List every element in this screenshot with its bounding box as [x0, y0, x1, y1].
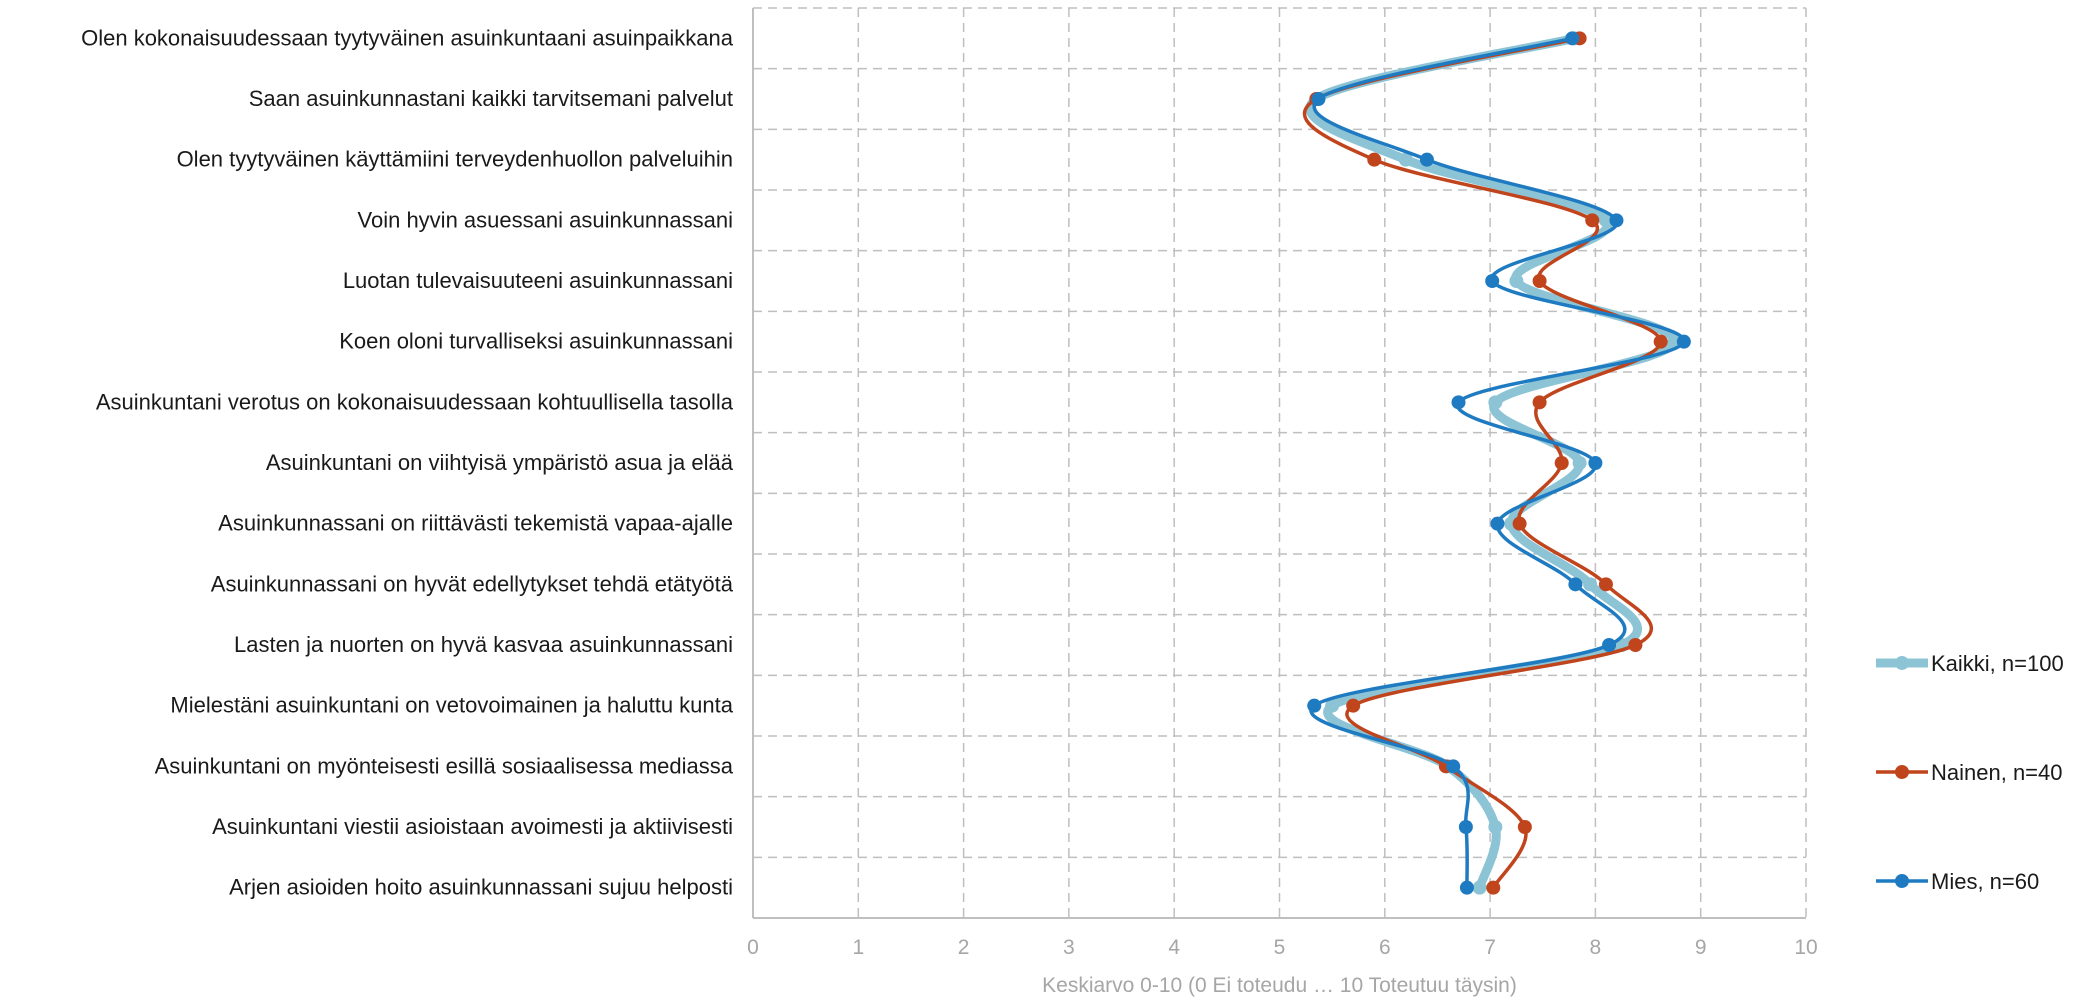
category-label: Asuinkunnassani on riittävästi tekemistä…: [218, 511, 733, 536]
legend: Kaikki, n=100 Nainen, n=40 Mies, n=60: [1876, 651, 2064, 894]
x-tick-labels: 0 1 2 3 4 5 6 7 8 9 10: [747, 936, 1818, 959]
data-point: [1676, 334, 1691, 349]
data-point: [1398, 152, 1413, 167]
data-point: [1565, 31, 1580, 46]
series-line: [1302, 36, 1663, 890]
category-label: Koen oloni turvalliseksi asuinkunnassani: [339, 329, 733, 354]
data-point: [1628, 638, 1643, 652]
data-point: [1598, 577, 1613, 592]
data-point: [1451, 395, 1466, 410]
data-point: [1532, 395, 1547, 410]
data-point: [1490, 516, 1505, 531]
category-label: Asuinkuntani verotus on kokonaisuudessaa…: [96, 389, 734, 414]
data-point: [1485, 274, 1500, 288]
series-layer: [1302, 31, 1691, 895]
data-point: [1602, 638, 1617, 652]
data-point: [1311, 92, 1326, 106]
series-line: [1305, 33, 1679, 893]
legend-swatch-marker: [1895, 765, 1909, 779]
category-label: Asuinkunnassani on hyvät edellytykset te…: [211, 571, 734, 596]
legend-item: Kaikki, n=100: [1876, 651, 2064, 676]
x-tick-label: 10: [1794, 936, 1817, 959]
legend-item: Nainen, n=40: [1876, 760, 2063, 785]
data-point: [1517, 820, 1532, 834]
category-labels: Olen kokonaisuudessaan tyytyväinen asuin…: [81, 25, 734, 899]
data-point: [1588, 456, 1603, 470]
data-point: [1325, 698, 1340, 713]
x-tick-label: 3: [1063, 936, 1075, 959]
category-label: Olen kokonaisuudessaan tyytyväinen asuin…: [81, 25, 734, 50]
x-tick-label: 4: [1168, 936, 1180, 959]
data-point: [1307, 698, 1322, 713]
legend-label: Kaikki, n=100: [1931, 651, 2064, 676]
series-2: [1302, 31, 1668, 895]
data-point: [1446, 759, 1461, 774]
data-point: [1472, 880, 1487, 895]
series-1: [1305, 31, 1682, 895]
data-point: [1367, 152, 1382, 167]
category-label: Voin hyvin asuessani asuinkunnassani: [358, 207, 733, 232]
data-point: [1583, 577, 1598, 592]
series-3: [1307, 31, 1691, 895]
data-point: [1568, 577, 1583, 592]
legend-label: Mies, n=60: [1931, 869, 2039, 894]
category-label: Saan asuinkunnastani kaikki tarvitsemani…: [249, 86, 733, 111]
data-point: [1459, 880, 1474, 895]
category-label: Asuinkuntani on viihtyisä ympäristö asua…: [266, 450, 734, 475]
data-point: [1609, 213, 1624, 228]
x-tick-label: 9: [1695, 936, 1707, 959]
data-point: [1512, 516, 1527, 531]
x-tick-label: 5: [1274, 936, 1286, 959]
data-point: [1488, 395, 1503, 410]
category-label: Mielestäni asuinkuntani on vetovoimainen…: [170, 693, 733, 718]
category-label: Asuinkuntani on myönteisesti esillä sosi…: [155, 753, 734, 778]
x-tick-label: 8: [1590, 936, 1602, 959]
grid: [752, 7, 1807, 919]
data-point: [1488, 820, 1503, 834]
data-point: [1598, 213, 1613, 228]
category-label: Lasten ja nuorten on hyvä kasvaa asuinku…: [234, 632, 733, 657]
legend-swatch-marker: [1895, 874, 1909, 888]
category-label: Arjen asioiden hoito asuinkunnassani suj…: [229, 875, 733, 900]
legend-label: Nainen, n=40: [1931, 760, 2063, 785]
legend-swatch-marker: [1895, 656, 1909, 670]
data-point: [1554, 456, 1569, 470]
data-point: [1572, 456, 1587, 470]
series-line: [1309, 36, 1686, 890]
legend-item: Mies, n=60: [1876, 869, 2039, 894]
data-point: [1419, 152, 1434, 167]
category-label: Olen tyytyväinen käyttämiini terveydenhu…: [177, 147, 733, 172]
x-tick-label: 7: [1484, 936, 1496, 959]
data-point: [1458, 820, 1473, 834]
x-tick-label: 6: [1379, 936, 1391, 959]
data-point: [1509, 274, 1524, 288]
data-point: [1585, 213, 1600, 228]
x-tick-label: 2: [958, 936, 970, 959]
data-point: [1346, 698, 1361, 713]
data-point: [1532, 274, 1547, 288]
x-axis-title: Keskiarvo 0-10 (0 Ei toteudu … 10 Toteut…: [1042, 974, 1517, 997]
x-tick-label: 1: [852, 936, 864, 959]
category-label: Luotan tulevaisuuteeni asuinkunnassani: [343, 268, 733, 293]
x-tick-label: 0: [747, 936, 759, 959]
category-label: Asuinkuntani viestii asioistaan avoimest…: [212, 814, 733, 839]
data-point: [1653, 334, 1668, 349]
data-point: [1486, 880, 1501, 895]
